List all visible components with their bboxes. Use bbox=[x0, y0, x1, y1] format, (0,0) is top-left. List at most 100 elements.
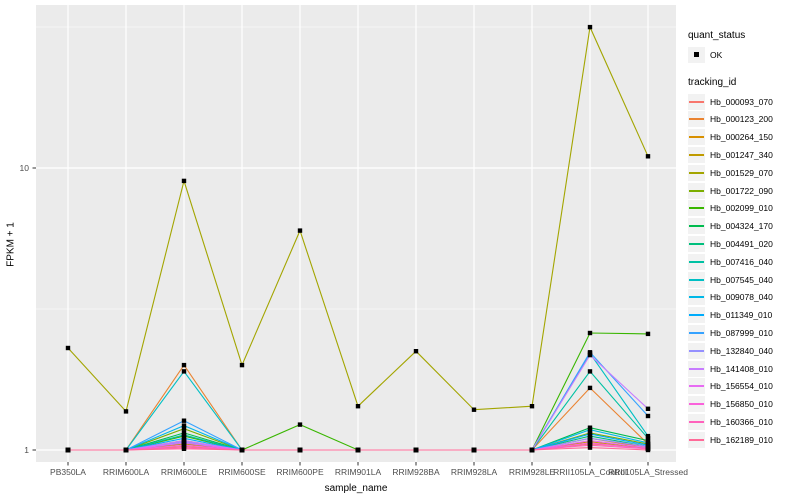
data-point bbox=[355, 447, 361, 453]
data-point bbox=[645, 440, 651, 446]
legend-color-line-icon bbox=[689, 171, 704, 174]
legend-item: Hb_000123_200 bbox=[688, 111, 800, 129]
data-point bbox=[297, 422, 303, 427]
legend-key-swatch bbox=[688, 307, 705, 324]
legend-color-line-icon bbox=[689, 189, 704, 192]
plot-panel bbox=[36, 5, 676, 462]
legend-color-line-icon bbox=[689, 349, 704, 352]
legend-color-line-icon bbox=[689, 100, 704, 103]
legend-color-line-icon bbox=[689, 438, 704, 441]
x-axis-tick-labels: PB350LA RRIM600LA RRIM600LE RRIM600SE RRIM60… bbox=[0, 467, 800, 481]
data-point bbox=[645, 447, 651, 453]
legend-key-swatch bbox=[688, 378, 705, 395]
data-point bbox=[413, 447, 419, 453]
data-point bbox=[181, 423, 187, 428]
data-point bbox=[123, 447, 129, 453]
data-point bbox=[181, 418, 187, 423]
legend-item-label: Hb_002099_010 bbox=[710, 203, 773, 214]
data-point bbox=[181, 440, 187, 446]
legend-item-label: Hb_007545_040 bbox=[710, 274, 773, 285]
legend-color-line-icon bbox=[689, 243, 704, 246]
data-point bbox=[355, 404, 361, 409]
legend-key-swatch bbox=[688, 289, 705, 306]
data-point bbox=[587, 24, 593, 30]
legend-item: Hb_000093_070 bbox=[688, 93, 800, 111]
legend-item-label: Hb_160366_010 bbox=[710, 417, 773, 428]
legend-item: Hb_011349_010 bbox=[688, 306, 800, 324]
legend-item: Hb_141408_010 bbox=[688, 360, 800, 378]
legend-key-swatch bbox=[688, 164, 705, 181]
data-point bbox=[587, 385, 593, 391]
x-tick-label: RRIM600LA bbox=[102, 467, 150, 477]
legend-item-label: Hb_162189_010 bbox=[710, 434, 773, 445]
data-point bbox=[413, 349, 419, 354]
data-point bbox=[587, 352, 593, 358]
data-point bbox=[529, 404, 535, 409]
x-tick-label: RRIM928BA bbox=[392, 467, 440, 477]
legend-item-label: Hb_156554_010 bbox=[710, 381, 773, 392]
data-point bbox=[587, 440, 593, 446]
legend-key-swatch bbox=[688, 253, 705, 270]
legend-key-swatch bbox=[688, 200, 705, 217]
data-point bbox=[645, 413, 651, 419]
data-point bbox=[65, 447, 71, 453]
data-point bbox=[239, 447, 245, 453]
data-point bbox=[587, 427, 593, 432]
legend-title-tracking-id: tracking_id bbox=[688, 76, 737, 88]
legend-color-line-icon bbox=[689, 118, 704, 121]
legend-color-line-icon bbox=[689, 278, 704, 281]
legend-color-line-icon bbox=[689, 367, 704, 370]
y-axis-tick-labels: 10 1 bbox=[0, 0, 31, 500]
legend-key-swatch bbox=[688, 147, 705, 164]
legend-key-swatch bbox=[688, 129, 705, 146]
legend-item: Hb_009078_040 bbox=[688, 289, 800, 307]
legend-color-line-icon bbox=[689, 421, 704, 424]
data-point bbox=[297, 447, 303, 453]
legend-item-label: Hb_087999_010 bbox=[710, 328, 773, 339]
x-tick-label: RRIM600SE bbox=[218, 467, 266, 477]
legend-title-quant-status: quant_status bbox=[688, 30, 746, 41]
legend-key-swatch bbox=[688, 396, 705, 413]
data-point bbox=[181, 426, 187, 431]
x-tick-label: RRIM928LE bbox=[508, 467, 556, 477]
legend-item-label: Hb_000093_070 bbox=[710, 96, 773, 107]
data-point bbox=[645, 154, 651, 159]
legend-item-label: Hb_011349_010 bbox=[710, 310, 773, 321]
legend-color-line-icon bbox=[689, 314, 704, 317]
legend-item-label: Hb_001247_340 bbox=[710, 150, 773, 161]
data-point bbox=[645, 433, 651, 439]
black-square-point-icon bbox=[694, 52, 699, 58]
legend-color-line-icon bbox=[689, 385, 704, 388]
legend-color-line-icon bbox=[689, 403, 704, 406]
legend-key-swatch bbox=[688, 414, 705, 431]
legend-item: Hb_002099_010 bbox=[688, 200, 800, 218]
legend-item: Hb_156850_010 bbox=[688, 395, 800, 413]
data-point bbox=[181, 443, 187, 448]
legend-item: Hb_001722_090 bbox=[688, 182, 800, 200]
legend-tracking-id-entries: Hb_000093_070 Hb_000123_200 Hb_000264_150 H… bbox=[688, 93, 800, 449]
x-tick-label: RRII105LA_Control bbox=[553, 467, 627, 477]
data-point bbox=[181, 438, 187, 443]
legend-key-swatch bbox=[688, 271, 705, 288]
legend-item-label: OK bbox=[710, 49, 723, 60]
legend-color-line-icon bbox=[689, 296, 704, 299]
x-tick-label: PB350LA bbox=[50, 467, 86, 477]
data-point bbox=[587, 369, 593, 374]
legend-key-swatch bbox=[688, 431, 705, 448]
data-point bbox=[181, 369, 187, 374]
legend-item-label: Hb_004491_020 bbox=[710, 239, 773, 250]
legend-item: Hb_087999_010 bbox=[688, 324, 800, 342]
data-point bbox=[65, 345, 71, 351]
data-point bbox=[587, 438, 593, 443]
legend-item-label: Hb_004324_170 bbox=[710, 221, 773, 232]
data-point bbox=[239, 362, 245, 368]
data-point bbox=[181, 432, 187, 438]
data-point bbox=[181, 362, 187, 368]
legend-item: Hb_000264_150 bbox=[688, 128, 800, 146]
legend-item: Hb_160366_010 bbox=[688, 413, 800, 431]
legend-key-swatch bbox=[688, 360, 705, 377]
legend-item: Hb_156554_010 bbox=[688, 378, 800, 396]
legend-color-line-icon bbox=[689, 332, 704, 335]
legend-item-label: Hb_000264_150 bbox=[710, 132, 773, 143]
